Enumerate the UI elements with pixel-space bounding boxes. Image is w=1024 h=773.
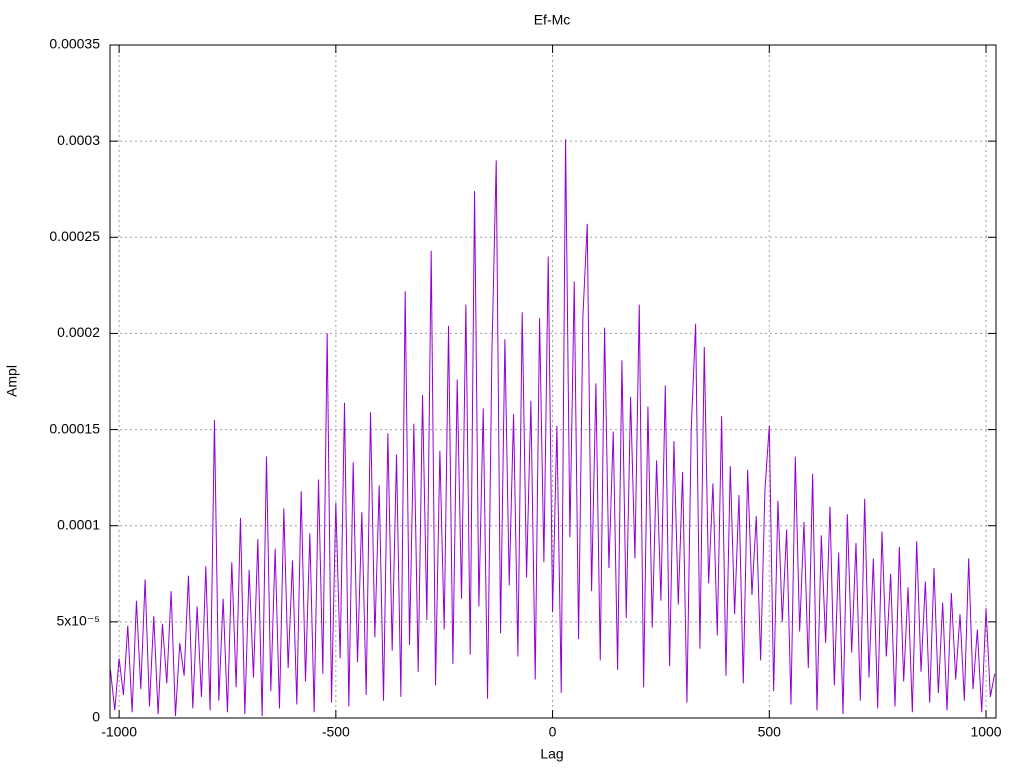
- y-tick-label: 0.0003: [57, 132, 100, 148]
- y-tick-label: 0: [92, 709, 100, 725]
- x-tick-label: 500: [758, 724, 782, 740]
- plot-border: [109, 44, 997, 719]
- x-tick-label: -500: [322, 724, 350, 740]
- y-tick-label: 0.00025: [49, 228, 100, 244]
- x-tick-label: 1000: [970, 724, 1001, 740]
- y-tick-label: 0.00035: [49, 36, 100, 52]
- y-axis-label: Ampl: [4, 365, 20, 397]
- x-axis-label: Lag: [540, 746, 563, 762]
- x-tick-label: 0: [549, 724, 557, 740]
- y-tick-label: 5x10⁻⁵: [56, 613, 100, 629]
- y-tick-label: 0.0002: [57, 324, 100, 340]
- x-tick-label: -1000: [101, 724, 137, 740]
- y-tick-label: 0.0001: [57, 516, 100, 532]
- y-tick-label: 0.00015: [49, 420, 100, 436]
- chart-title: Ef-Mc: [534, 12, 571, 28]
- data-line: [109, 139, 996, 717]
